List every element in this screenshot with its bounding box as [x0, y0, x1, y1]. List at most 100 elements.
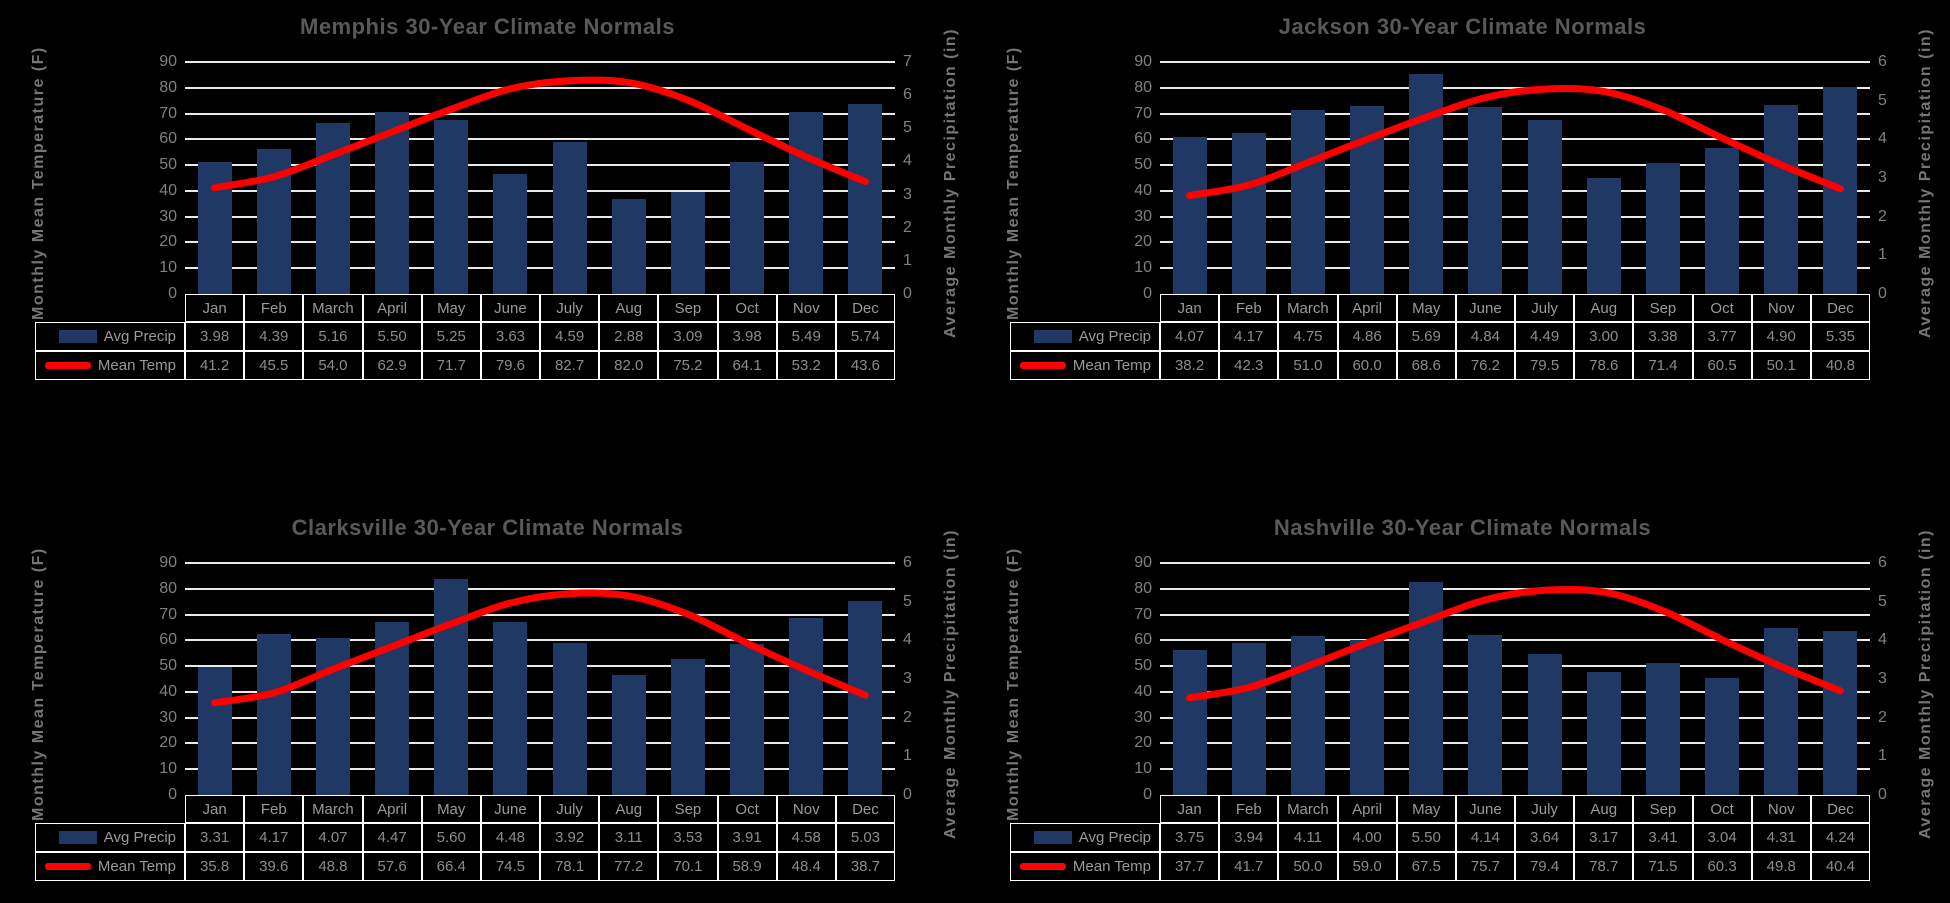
temp-value-cell: 40.8 [1810, 351, 1870, 380]
gridline [1160, 241, 1870, 244]
month-label-cell: April [362, 294, 422, 322]
left-axis-ticks: 90 80 70 60 50 40 30 20 10 0 [85, 555, 177, 803]
precip-bar [493, 173, 528, 294]
line-swatch-icon [44, 863, 91, 870]
precip-bar [552, 141, 587, 294]
precip-bar [730, 162, 765, 294]
right-axis-tick-label: 0 [903, 786, 912, 803]
temp-series-label: Mean Temp [1072, 357, 1151, 374]
left-axis-tick-label: 50 [159, 657, 177, 675]
temp-legend-cell: Mean Temp [35, 351, 185, 380]
gridline [1160, 189, 1870, 192]
temp-value-cell: 64.1 [717, 351, 777, 380]
gridline [1160, 215, 1870, 218]
plot-area [185, 562, 895, 795]
gridline [185, 690, 895, 693]
gridline [1160, 587, 1870, 590]
temp-value-cell: 68.6 [1396, 351, 1456, 380]
month-label-cell: Sep [658, 294, 718, 322]
temp-value-cell: 45.5 [244, 351, 304, 380]
temp-value-cell: 59.0 [1337, 852, 1397, 881]
precip-value-cell: 3.09 [658, 322, 718, 351]
temp-value-cell: 37.7 [1160, 852, 1220, 881]
gridline [185, 138, 895, 141]
temp-legend-cell: Mean Temp [1010, 351, 1160, 380]
left-axis-tick-label: 10 [159, 760, 177, 778]
left-axis-tick-label: 10 [159, 259, 177, 277]
left-axis-tick-label: 70 [159, 605, 177, 623]
month-label-cell: Oct [1692, 795, 1752, 823]
temp-data-row: Mean Temp 35.8 39.6 48.8 57.6 66.4 74.5 78.1 77.… [35, 852, 895, 881]
month-label-cell: Aug [599, 294, 659, 322]
right-axis-tick-label: 3 [903, 670, 912, 687]
month-label-cell: Feb [1219, 294, 1279, 322]
month-label-cell: May [1396, 294, 1456, 322]
month-label-cell: Aug [1574, 795, 1634, 823]
left-axis-tick-label: 70 [159, 104, 177, 122]
month-label-cell: Feb [244, 795, 304, 823]
right-axis-tick-label: 1 [903, 747, 912, 765]
precip-value-cell: 4.90 [1751, 322, 1811, 351]
right-axis-tick-label: 2 [903, 708, 912, 726]
gridline [185, 215, 895, 218]
month-label-cell: June [1455, 795, 1515, 823]
precip-value-cell: 3.38 [1633, 322, 1693, 351]
temp-value-cell: 51.0 [1278, 351, 1338, 380]
left-axis-tick-label: 70 [1134, 605, 1152, 623]
right-axis-ticks: 6 5 4 3 2 1 0 [1878, 54, 1918, 302]
precip-bar [1705, 677, 1740, 795]
temp-value-cell: 57.6 [362, 852, 422, 881]
precip-value-cell: 4.58 [776, 823, 836, 852]
temp-value-cell: 82.7 [540, 351, 600, 380]
precip-bar [434, 120, 469, 294]
right-axis-tick-label: 6 [903, 554, 912, 571]
temp-value-cell: 35.8 [185, 852, 245, 881]
precip-value-cell: 4.48 [480, 823, 540, 852]
gridline [1160, 665, 1870, 668]
right-axis-tick-label: 6 [1878, 53, 1887, 70]
left-axis-tick-label: 90 [1134, 554, 1152, 571]
right-axis-tick-label: 0 [1878, 786, 1887, 803]
month-label-cell: Dec [1810, 795, 1870, 823]
month-label-cell: March [303, 294, 363, 322]
precip-value-cell: 3.04 [1692, 823, 1752, 852]
precip-value-cell: 4.07 [303, 823, 363, 852]
precip-value-cell: 3.94 [1219, 823, 1279, 852]
gridline [185, 61, 895, 63]
month-label-cell: May [421, 795, 481, 823]
temp-line [211, 76, 869, 192]
temp-value-cell: 58.9 [717, 852, 777, 881]
left-axis-tick-label: 40 [159, 181, 177, 199]
precip-value-cell: 3.98 [717, 322, 777, 351]
left-axis-tick-label: 30 [1134, 708, 1152, 726]
temp-data-row: Mean Temp 41.2 45.5 54.0 62.9 71.7 79.6 82.7 82.… [35, 351, 895, 380]
month-label-cell: April [1337, 795, 1397, 823]
left-axis-tick-label: 40 [1134, 682, 1152, 700]
temp-value-cell: 38.7 [835, 852, 895, 881]
gridline [1160, 768, 1870, 771]
temp-value-cell: 75.7 [1455, 852, 1515, 881]
precip-value-cell: 3.63 [480, 322, 540, 351]
precip-series-label: Avg Precip [1078, 328, 1151, 345]
precip-value-cell: 3.77 [1692, 322, 1752, 351]
left-axis-tick-label: 90 [1134, 53, 1152, 70]
temp-data-row: Mean Temp 37.7 41.7 50.0 59.0 67.5 75.7 79.4 78.… [1010, 852, 1870, 881]
temp-line [1186, 585, 1844, 702]
temp-value-cell: 50.0 [1278, 852, 1338, 881]
right-axis-tick-label: 5 [1878, 91, 1887, 109]
left-axis-tick-label: 60 [1134, 631, 1152, 649]
temp-value-cell: 79.5 [1515, 351, 1575, 380]
left-axis-tick-label: 80 [1134, 579, 1152, 597]
line-swatch-icon [44, 362, 91, 369]
month-label-cell: Nov [776, 294, 836, 322]
gridline [1160, 690, 1870, 693]
precip-value-cell: 3.41 [1633, 823, 1693, 852]
precip-bar [552, 643, 587, 795]
precip-value-cell: 3.75 [1160, 823, 1220, 852]
precip-bar [670, 191, 705, 294]
temp-value-cell: 75.2 [658, 351, 718, 380]
precip-bar [197, 667, 232, 795]
temp-value-cell: 38.2 [1160, 351, 1220, 380]
bar-swatch-icon [1033, 330, 1072, 343]
gridline [185, 768, 895, 771]
